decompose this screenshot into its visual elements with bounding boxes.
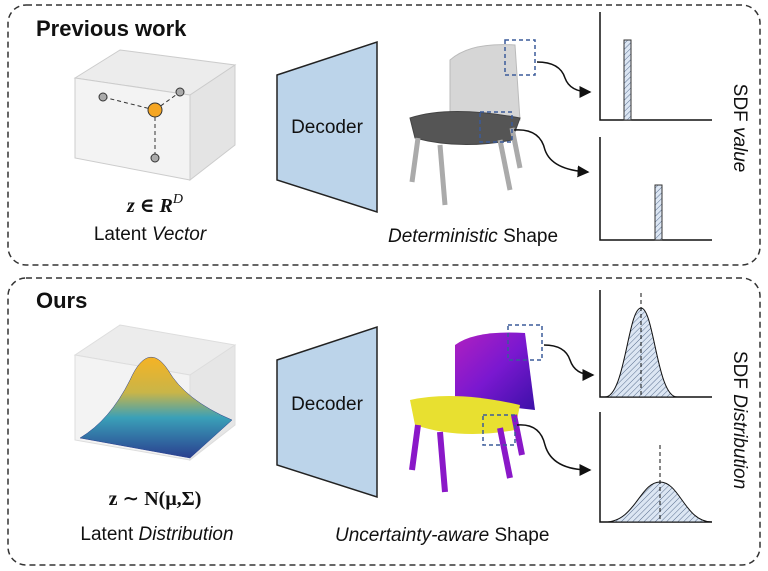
arrow (536, 61, 592, 98)
label-part: Latent (80, 524, 134, 545)
latent-label: Latent Distribution (80, 524, 233, 545)
arrow (543, 344, 595, 381)
sdf-distribution-plot (599, 290, 713, 523)
query-box (482, 414, 516, 446)
label-part: value (729, 127, 750, 172)
latent-math: z ∼ N(μ,Σ) (109, 488, 202, 510)
arrow (513, 129, 590, 178)
panel (7, 277, 761, 566)
math-sup: D (172, 192, 183, 207)
label-part: Latent (94, 224, 148, 245)
label-part: SDF (729, 351, 750, 389)
output-label: SDF value (729, 84, 750, 173)
arrow (516, 424, 592, 476)
sdf-plot (599, 12, 712, 241)
label-part: SDF (729, 84, 750, 122)
label-part: Distribution (139, 524, 234, 545)
label-part: Distribution (729, 394, 750, 489)
decoder-label: Decoder (291, 394, 363, 415)
label-part: Shape (494, 525, 549, 546)
math: z ∈ R (126, 195, 173, 217)
query-box (479, 111, 513, 143)
chair-gray (409, 44, 523, 206)
panel (7, 4, 761, 266)
latent-cube (73, 49, 237, 182)
shape-label: Deterministic Shape (388, 226, 558, 247)
label-part: Vector (152, 224, 207, 245)
label-part: Shape (503, 226, 558, 247)
label-part: Uncertainty-aware (335, 525, 489, 546)
chair-purple (409, 332, 535, 493)
label-part: Deterministic (388, 226, 498, 247)
decoder-label: Decoder (291, 117, 363, 138)
query-box (504, 39, 536, 76)
latent-surface (73, 324, 237, 462)
decoder (276, 40, 378, 214)
shape-label: Uncertainty-aware Shape (335, 525, 549, 546)
latent-math: z ∈ RD (126, 192, 183, 217)
output-label: SDF Distribution (729, 351, 750, 489)
decoder (276, 325, 378, 499)
panel-title: Previous work (36, 16, 187, 41)
panel-title: Ours (36, 288, 87, 313)
query-box (507, 324, 543, 361)
latent-label: Latent Vector (94, 224, 207, 245)
